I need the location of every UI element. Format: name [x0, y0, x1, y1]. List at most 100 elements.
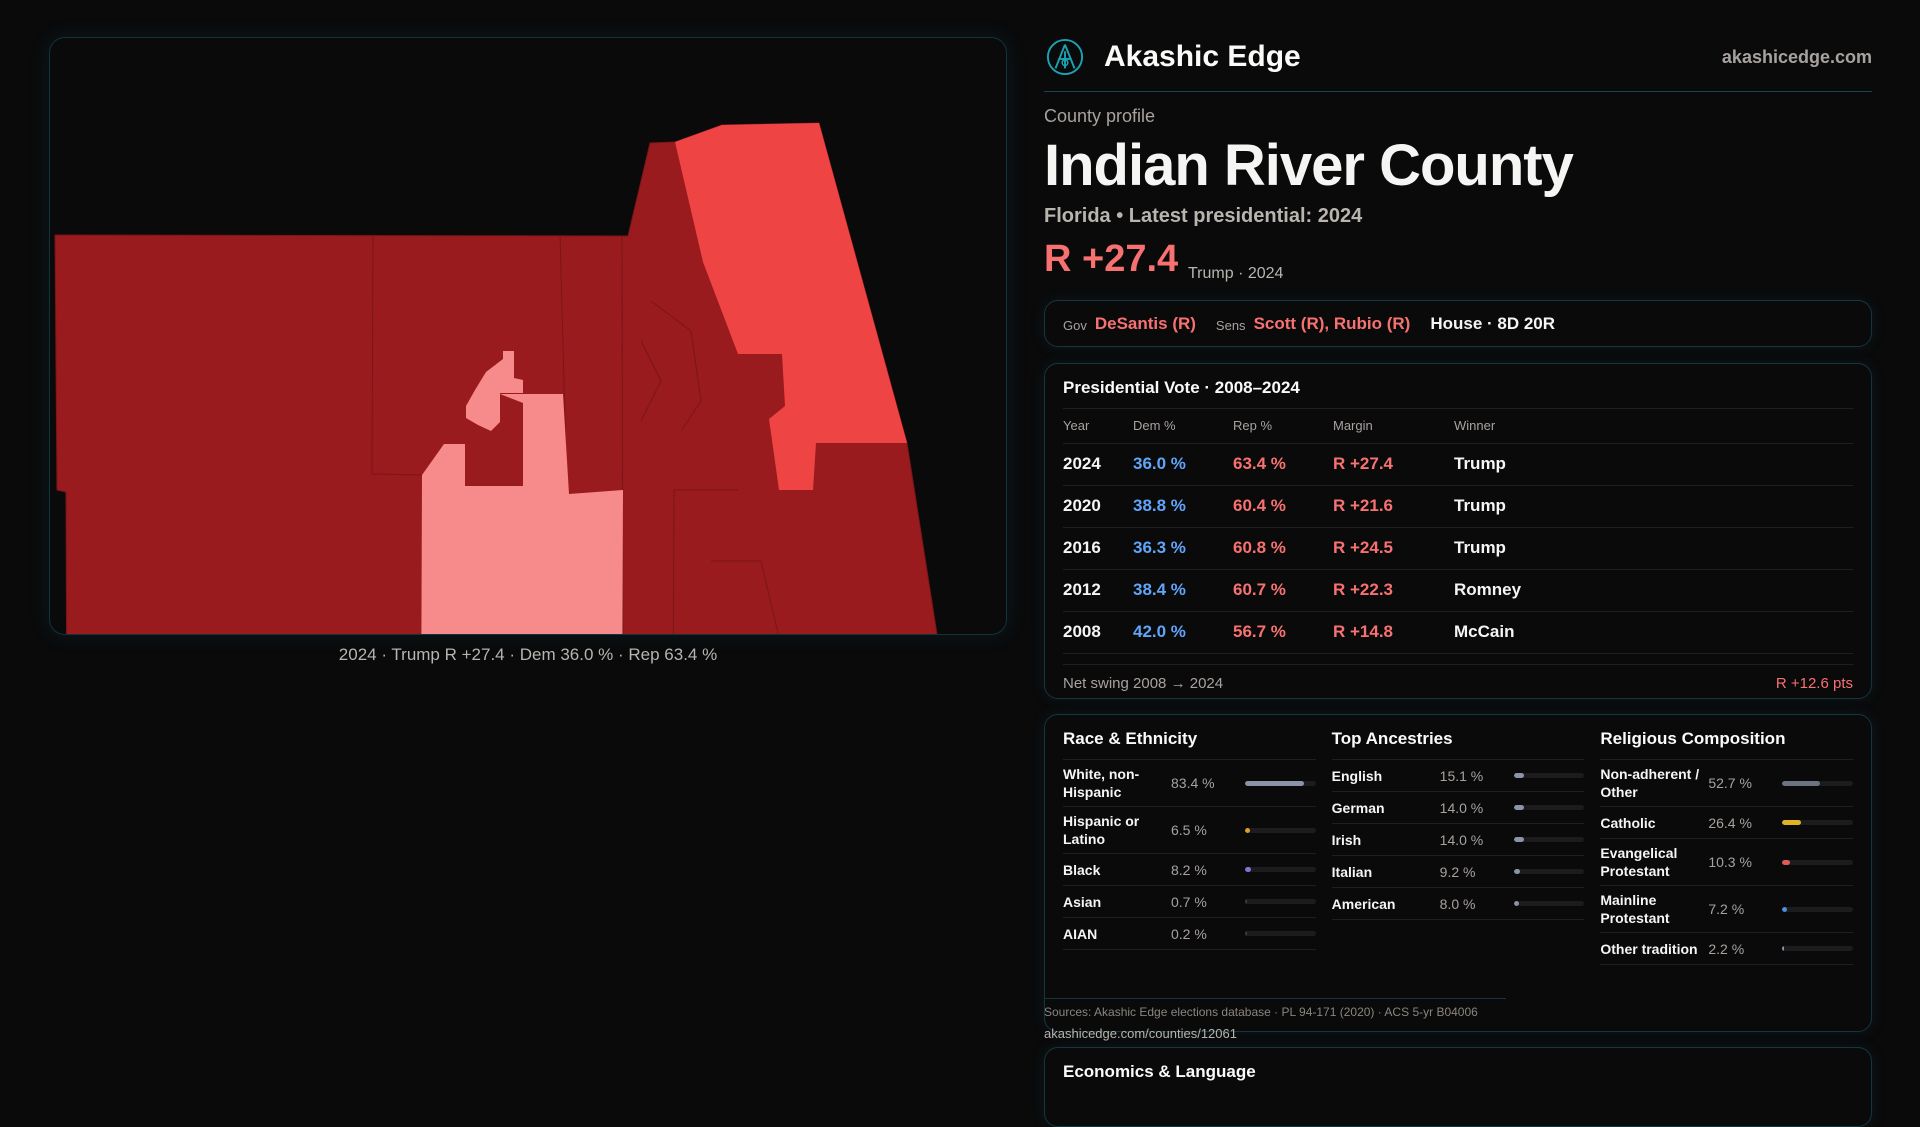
- race-row: Hispanic or Latino 6.5 %: [1063, 807, 1316, 854]
- ancestry-bar-fill: [1513, 837, 1524, 842]
- ancestry-row: English 15.1 %: [1331, 760, 1585, 792]
- site-link[interactable]: akashicedge.com: [1721, 47, 1872, 67]
- race-row: White, non-Hispanic 83.4 %: [1063, 760, 1316, 807]
- ancestry-pct: 14.0 %: [1439, 831, 1484, 848]
- religion-bar: [1782, 780, 1854, 786]
- religion-row: Other tradition 2.2 %: [1600, 933, 1854, 965]
- race-bar: [1245, 867, 1316, 872]
- religion-row: Catholic 26.4 %: [1600, 807, 1854, 839]
- cell-winner: Romney: [1454, 569, 1853, 612]
- race-pct: 6.5 %: [1171, 822, 1207, 838]
- page-title: Indian River County: [1044, 133, 1574, 198]
- race-pct: 0.7 %: [1171, 893, 1207, 910]
- ancestry-pct: 9.2 %: [1439, 863, 1476, 880]
- source-link[interactable]: akashicedge.com/counties/12061: [1044, 1026, 1237, 1041]
- table-row: 2016 36.3 % 60.8 % R +24.5 Trump: [1063, 527, 1853, 570]
- race-bar-fill: [1245, 780, 1304, 786]
- ancestry-row: Italian 9.2 %: [1331, 856, 1585, 888]
- religion-title: Religious Composition: [1600, 729, 1854, 760]
- ancestry-title: Top Ancestries: [1331, 729, 1585, 760]
- religion-pct: 26.4 %: [1708, 814, 1752, 831]
- race-row: Black 8.2 %: [1063, 854, 1316, 886]
- ancestry-name: American: [1331, 895, 1396, 912]
- county-map[interactable]: [49, 37, 1007, 635]
- col-dem: Dem %: [1133, 409, 1233, 444]
- race-name: Black: [1063, 861, 1101, 878]
- col-winner: Winner: [1454, 409, 1853, 444]
- race-title: Race & Ethnicity: [1063, 729, 1316, 760]
- ancestry-bar: [1513, 805, 1585, 810]
- precinct-r[interactable]: [675, 123, 907, 490]
- race-bar: [1245, 899, 1316, 904]
- religion-pct: 10.3 %: [1708, 854, 1752, 870]
- cell-year: 2008: [1063, 611, 1133, 654]
- page-subtitle: Florida • Latest presidential: 2024: [1044, 205, 1363, 227]
- col-rep: Rep %: [1233, 409, 1333, 444]
- cell-winner: McCain: [1454, 611, 1853, 654]
- cell-margin: R +21.6: [1333, 485, 1454, 528]
- religion-row: Non-adherent / Other 52.7 %: [1600, 760, 1854, 807]
- precinct-lean-r[interactable]: [421, 394, 623, 635]
- economics-card: Economics & Language: [1044, 1047, 1872, 1127]
- religion-row: Mainline Protestant 7.2 %: [1600, 886, 1854, 933]
- race-bar-fill: [1245, 931, 1247, 936]
- ancestry-name: German: [1331, 799, 1385, 816]
- presidential-title: Presidential Vote · 2008–2024: [1063, 378, 1853, 409]
- ancestry-row: German 14.0 %: [1331, 792, 1585, 824]
- table-row: 2020 38.8 % 60.4 % R +21.6 Trump: [1063, 485, 1853, 528]
- ancestry-bar-fill: [1513, 805, 1524, 810]
- ancestry-pct: 14.0 %: [1439, 799, 1484, 816]
- religion-column: Religious Composition Non-adherent / Othe…: [1600, 729, 1854, 965]
- religion-bar-fill: [1782, 820, 1801, 825]
- ancestry-bar-fill: [1513, 901, 1520, 906]
- cell-year: 2020: [1063, 485, 1133, 528]
- religion-name: Evangelical Protestant: [1600, 845, 1678, 879]
- latest-margin: R +27.4: [1044, 238, 1179, 280]
- race-bar-fill: [1245, 899, 1247, 904]
- ancestry-bar-fill: [1513, 869, 1521, 874]
- akashic-edge-logo-icon[interactable]: [1046, 38, 1084, 76]
- race-bar-fill: [1245, 827, 1250, 833]
- religion-name: Other tradition: [1600, 940, 1698, 957]
- ancestry-pct: 15.1 %: [1439, 767, 1484, 784]
- race-bar-fill: [1245, 867, 1251, 872]
- religion-name: Mainline Protestant: [1600, 892, 1670, 926]
- religion-bar-fill: [1782, 859, 1790, 865]
- race-name: Asian: [1063, 893, 1102, 910]
- house-delegation: House · 8D 20R: [1430, 313, 1556, 333]
- table-row: 2012 38.4 % 60.7 % R +22.3 Romney: [1063, 569, 1853, 612]
- race-pct: 83.4 %: [1171, 775, 1215, 791]
- race-name: AIAN: [1063, 925, 1098, 942]
- race-bar: [1245, 827, 1316, 833]
- cell-rep: 60.4 %: [1233, 485, 1333, 528]
- religion-row: Evangelical Protestant 10.3 %: [1600, 839, 1854, 886]
- ancestry-bar: [1513, 869, 1585, 874]
- cell-year: 2012: [1063, 569, 1133, 612]
- brand-name[interactable]: Akashic Edge: [1104, 40, 1301, 73]
- net-swing-value: R +12.6 pts: [1775, 674, 1853, 692]
- sources-note: Sources: Akashic Edge elections database…: [1044, 998, 1506, 1019]
- table-row: 2024 36.0 % 63.4 % R +27.4 Trump: [1063, 443, 1853, 486]
- cell-rep: 60.8 %: [1233, 527, 1333, 570]
- cell-winner: Trump: [1454, 443, 1853, 486]
- religion-bar: [1782, 859, 1854, 865]
- ancestry-row: American 8.0 %: [1331, 888, 1585, 920]
- ancestry-row: Irish 14.0 %: [1331, 824, 1585, 856]
- race-pct: 8.2 %: [1171, 861, 1207, 878]
- ancestry-bar: [1513, 837, 1585, 842]
- col-margin: Margin: [1333, 409, 1454, 444]
- cell-rep: 63.4 %: [1233, 443, 1333, 486]
- ancestry-bar: [1513, 773, 1585, 778]
- precinct-lean-r-blob[interactable]: [466, 351, 523, 431]
- ancestry-name: Irish: [1331, 831, 1362, 848]
- cell-winner: Trump: [1454, 527, 1853, 570]
- religion-bar: [1782, 820, 1854, 825]
- cell-margin: R +24.5: [1333, 527, 1454, 570]
- religion-name: Non-adherent / Other: [1600, 766, 1700, 800]
- ancestry-bar: [1513, 901, 1585, 906]
- cell-margin: R +27.4: [1333, 443, 1454, 486]
- economics-title: Economics & Language: [1063, 1062, 1256, 1081]
- cell-margin: R +22.3: [1333, 569, 1454, 612]
- cell-year: 2016: [1063, 527, 1133, 570]
- col-year: Year: [1063, 409, 1133, 444]
